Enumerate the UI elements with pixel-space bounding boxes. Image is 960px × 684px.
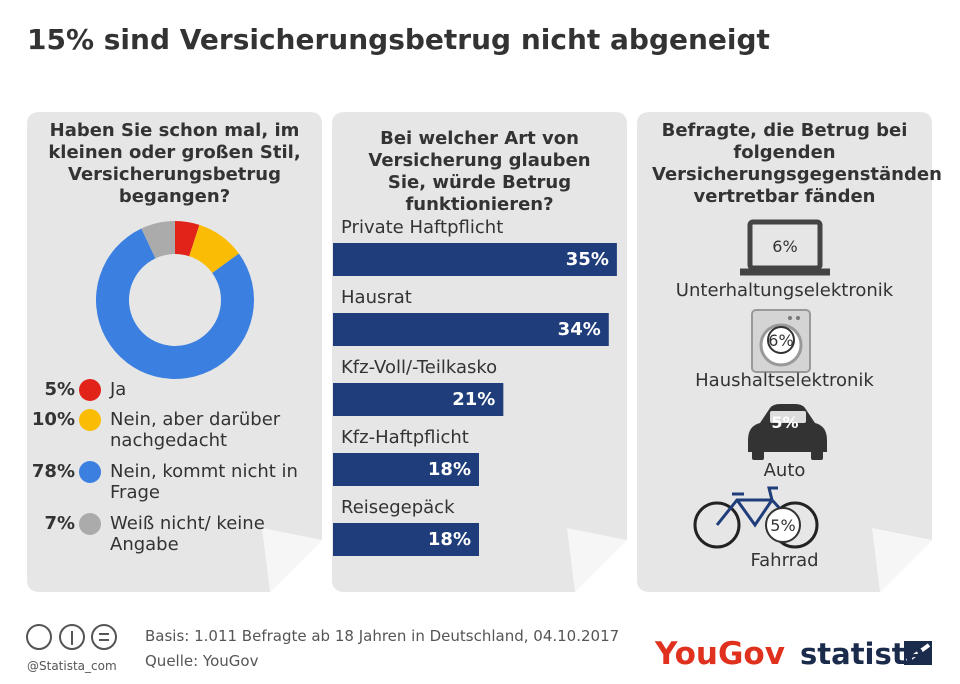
fold [567, 528, 627, 592]
bar-value: 35% [566, 249, 609, 270]
panel-title: Bei welcher Art von Versicherung glauben… [368, 128, 591, 215]
yougov-logo: YouGov [655, 636, 785, 672]
value-badge [767, 326, 795, 354]
legend-value: 7% [44, 513, 75, 534]
donut-segment [96, 228, 255, 379]
legend-label: Nein, kommt nicht in Frage [110, 461, 298, 503]
value-label: 5% [770, 516, 795, 535]
bar-value: 21% [452, 389, 495, 410]
car-icon [748, 404, 827, 460]
value-label: 6% [772, 237, 797, 256]
legend-value: 5% [44, 379, 75, 400]
panel-title: Befragte, die Betrug bei folgenden Versi… [652, 120, 942, 207]
legend-value: 78% [31, 461, 75, 482]
source: Quelle: YouGov [145, 652, 259, 670]
fold [872, 528, 932, 592]
folds [262, 528, 932, 592]
statista-wordmark: statista [800, 637, 926, 671]
donut-segment [189, 224, 239, 273]
bar [333, 243, 617, 276]
legend-value: 10% [31, 409, 75, 430]
bar-category: Private Haftpflicht [341, 217, 504, 238]
bar-value: 18% [428, 459, 471, 480]
bar [333, 383, 504, 416]
bar-category: Hausrat [341, 287, 412, 308]
bar-category: Kfz-Voll/-Teilkasko [341, 357, 498, 378]
bar [333, 523, 479, 556]
item-label: Fahrrad [750, 550, 819, 571]
value-label: 5% [771, 413, 798, 432]
legend-swatch [79, 409, 101, 431]
donut-segment [141, 221, 175, 259]
legend-swatch [79, 513, 101, 535]
bar-value: 34% [558, 319, 601, 340]
legend-swatch [79, 461, 101, 483]
bar [333, 313, 609, 346]
legend-label: Ja [110, 379, 127, 400]
item-label: Unterhaltungselektronik [675, 280, 894, 301]
bar-value: 18% [428, 529, 471, 550]
item-label: Auto [763, 460, 806, 481]
laptop-icon [740, 219, 830, 276]
item-label: Haushaltselektronik [695, 370, 874, 391]
value-label: 6% [768, 331, 793, 350]
license-icons [26, 624, 117, 650]
bar-category: Reisegepäck [341, 497, 455, 518]
legend-swatch [79, 379, 101, 401]
statista-logo [904, 641, 932, 665]
fold [262, 528, 322, 592]
legend-label: Weiß nicht/ keine Angabe [110, 513, 265, 555]
handle: @Statista_com [27, 659, 117, 673]
bar-category: Kfz-Haftpflicht [341, 427, 469, 448]
bar [333, 453, 479, 486]
value-badge [765, 507, 801, 543]
donut-segment [175, 221, 200, 257]
panel-title: Haben Sie schon mal, im kleinen oder gro… [48, 120, 301, 207]
basis: Basis: 1.011 Befragte ab 18 Jahren in De… [145, 627, 620, 645]
title: 15% sind Versicherungsbetrug nicht abgen… [27, 23, 770, 56]
legend-label: Nein, aber darüber nachgedacht [110, 409, 281, 451]
